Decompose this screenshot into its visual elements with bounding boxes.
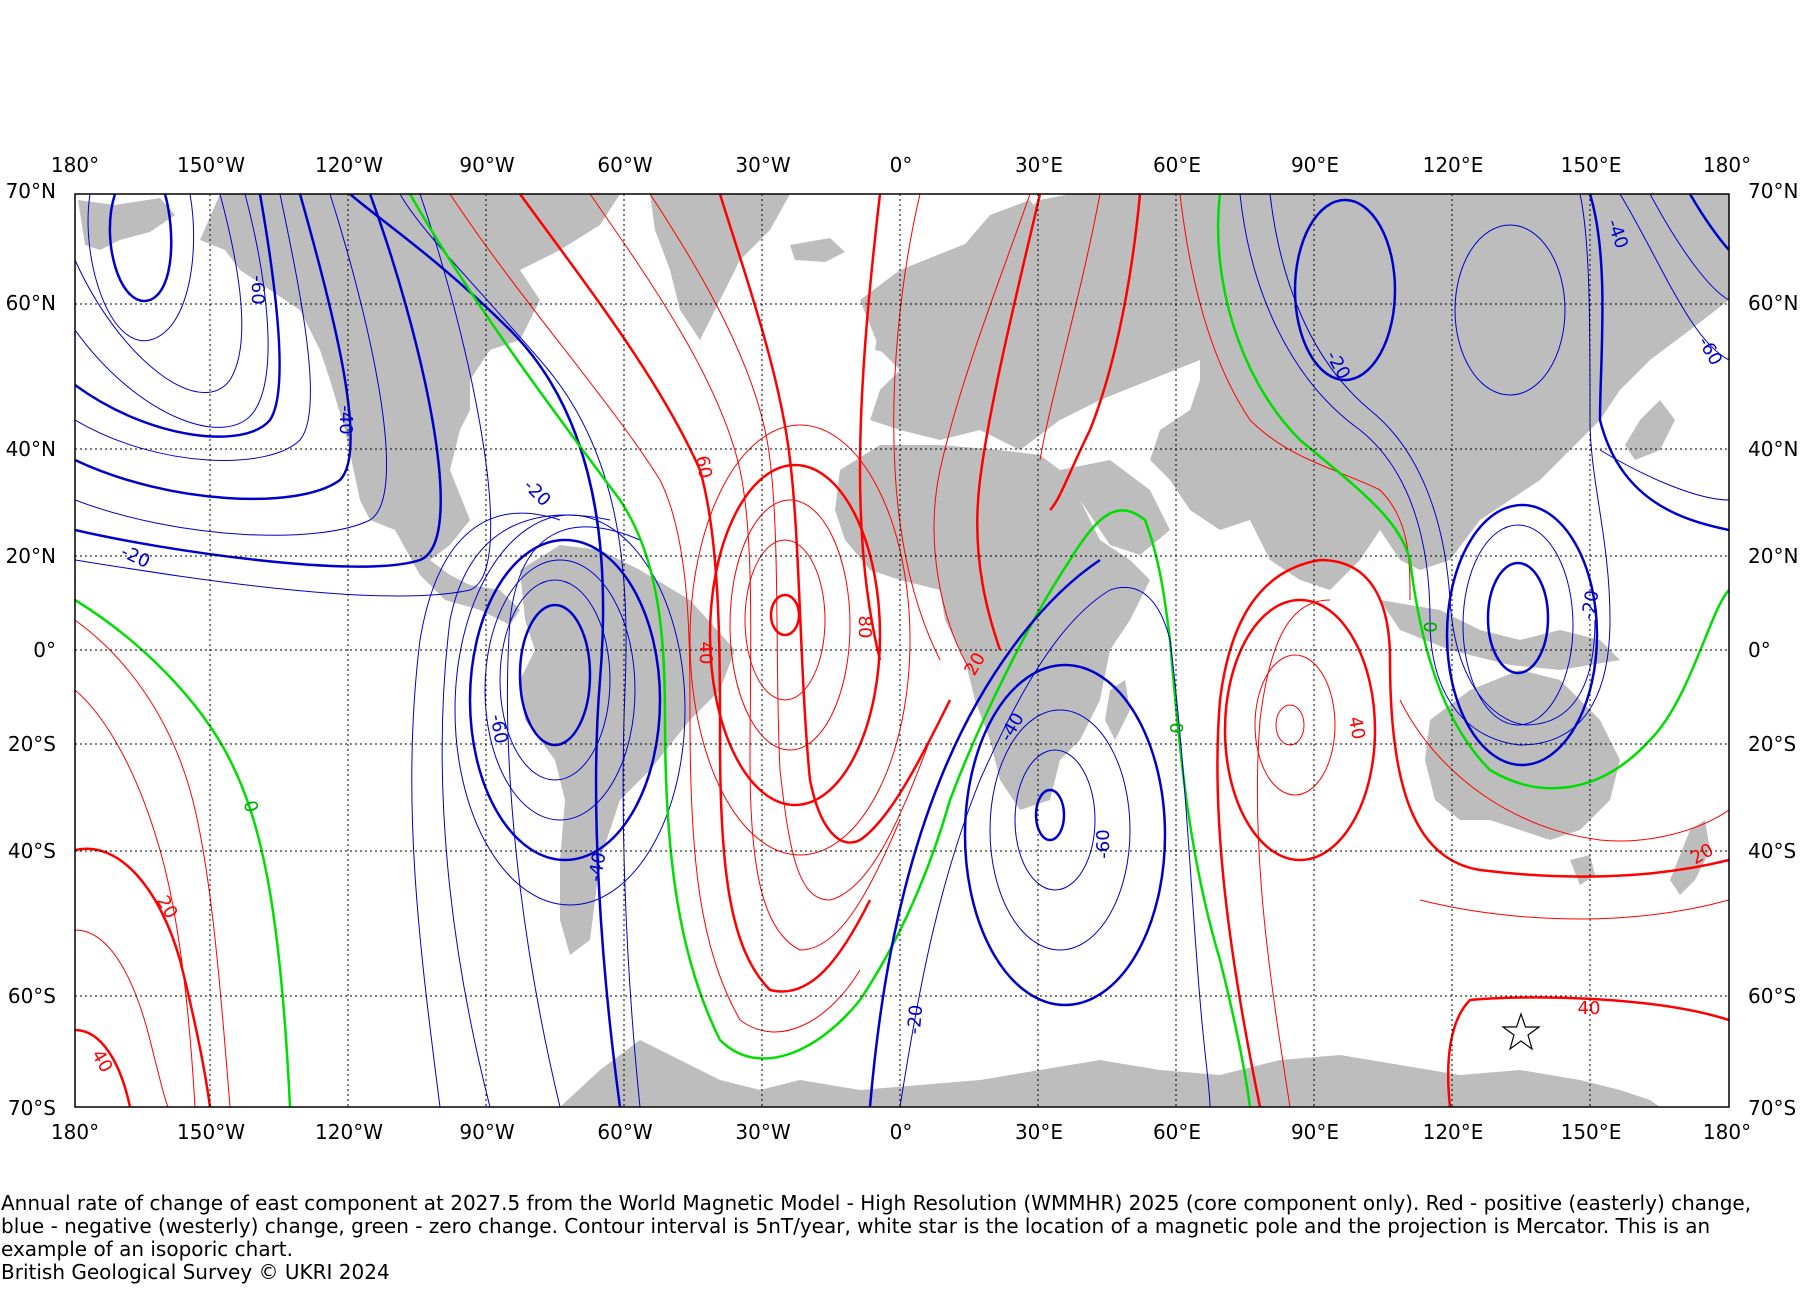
lat-tick-right: 40°S: [1748, 839, 1796, 863]
lon-tick-top: 90°W: [459, 153, 514, 177]
contour-label: 40: [87, 1046, 117, 1076]
lat-tick-left: 20°N: [6, 544, 56, 568]
lon-tick-bottom: 30°W: [735, 1120, 790, 1144]
contour-label: 0: [1419, 621, 1440, 632]
contour-label: -20: [519, 475, 555, 511]
contour-label: -60: [1693, 333, 1726, 369]
contour-label: -40: [335, 405, 356, 434]
lat-tick-left: 60°S: [8, 984, 56, 1008]
contour-label: -40: [585, 851, 611, 884]
lon-tick-top: 30°E: [1015, 153, 1063, 177]
lon-tick-bottom: 180°: [1703, 1120, 1751, 1144]
map-frame: [74, 193, 1730, 1108]
lat-tick-right: 60°S: [1748, 984, 1796, 1008]
lon-tick-bottom: 150°E: [1561, 1120, 1622, 1144]
lon-tick-bottom: 120°E: [1423, 1120, 1484, 1144]
axis-tick-labels: 180° 150°W 120°W 90°W 60°W 30°W 0° 30°E …: [6, 153, 1799, 1144]
lon-tick-bottom: 30°E: [1015, 1120, 1063, 1144]
contour-label: 80: [854, 616, 875, 639]
lat-tick-left: 70°N: [6, 179, 56, 203]
lat-tick-right: 70°S: [1748, 1096, 1796, 1120]
map-caption: Annual rate of change of east component …: [1, 1192, 1791, 1284]
lat-tick-right: 60°N: [1748, 291, 1798, 315]
contour-label: -60: [486, 713, 512, 746]
contour-label: 40: [1344, 715, 1369, 741]
contour-label: -60: [1093, 829, 1114, 858]
lat-tick-right: 70°N: [1748, 179, 1798, 203]
contour-label: 20: [152, 892, 182, 922]
lon-tick-top: 60°W: [597, 153, 652, 177]
lon-tick-top: 150°E: [1561, 153, 1622, 177]
lon-tick-top: 180°: [51, 153, 99, 177]
lon-tick-bottom: 60°E: [1153, 1120, 1201, 1144]
graticule: [75, 194, 1729, 1107]
lat-tick-right: 20°S: [1748, 732, 1796, 756]
lat-tick-left: 0°: [33, 638, 56, 662]
isoporic-map: -60 -40 -20 -20 -60 -40 60 40 80 20 -40 …: [6, 153, 1799, 1144]
contour-label: 40: [695, 642, 716, 665]
lon-tick-top: 120°W: [315, 153, 383, 177]
contour-label: 40: [1578, 998, 1601, 1019]
lon-tick-bottom: 180°: [51, 1120, 99, 1144]
lat-tick-right: 40°N: [1748, 437, 1798, 461]
lon-tick-top: 120°E: [1423, 153, 1484, 177]
lon-tick-top: 90°E: [1291, 153, 1339, 177]
contour-label: -20: [1578, 589, 1604, 622]
lon-tick-bottom: 90°W: [459, 1120, 514, 1144]
lat-tick-right: 0°: [1748, 638, 1771, 662]
lat-tick-right: 20°N: [1748, 544, 1798, 568]
lon-tick-bottom: 120°W: [315, 1120, 383, 1144]
lon-tick-top: 150°W: [177, 153, 245, 177]
contour-label: -20: [904, 1004, 927, 1035]
contour-label: 60: [691, 454, 716, 480]
contour-label: -60: [247, 275, 268, 304]
lon-tick-bottom: 150°W: [177, 1120, 245, 1144]
lon-tick-bottom: 90°E: [1291, 1120, 1339, 1144]
caption-credit: British Geological Survey © UKRI 2024: [1, 1260, 390, 1284]
lon-tick-top: 0°: [890, 153, 913, 177]
lon-tick-top: 60°E: [1153, 153, 1201, 177]
caption-description: Annual rate of change of east component …: [1, 1191, 1752, 1261]
lat-tick-left: 40°N: [6, 437, 56, 461]
magnetic-pole-star-icon: [1501, 1012, 1541, 1051]
lat-tick-left: 60°N: [6, 291, 56, 315]
lon-tick-bottom: 60°W: [597, 1120, 652, 1144]
contour-label: -20: [118, 541, 154, 572]
contour-label: 0: [1167, 722, 1188, 733]
lon-tick-top: 30°W: [735, 153, 790, 177]
contour-label: 0: [239, 798, 262, 814]
contour-lines: [75, 194, 1729, 1107]
lat-tick-left: 20°S: [8, 732, 56, 756]
lon-tick-top: 180°: [1703, 153, 1751, 177]
lat-tick-left: 40°S: [8, 839, 56, 863]
lon-tick-bottom: 0°: [890, 1120, 913, 1144]
lat-tick-left: 70°S: [8, 1096, 56, 1120]
